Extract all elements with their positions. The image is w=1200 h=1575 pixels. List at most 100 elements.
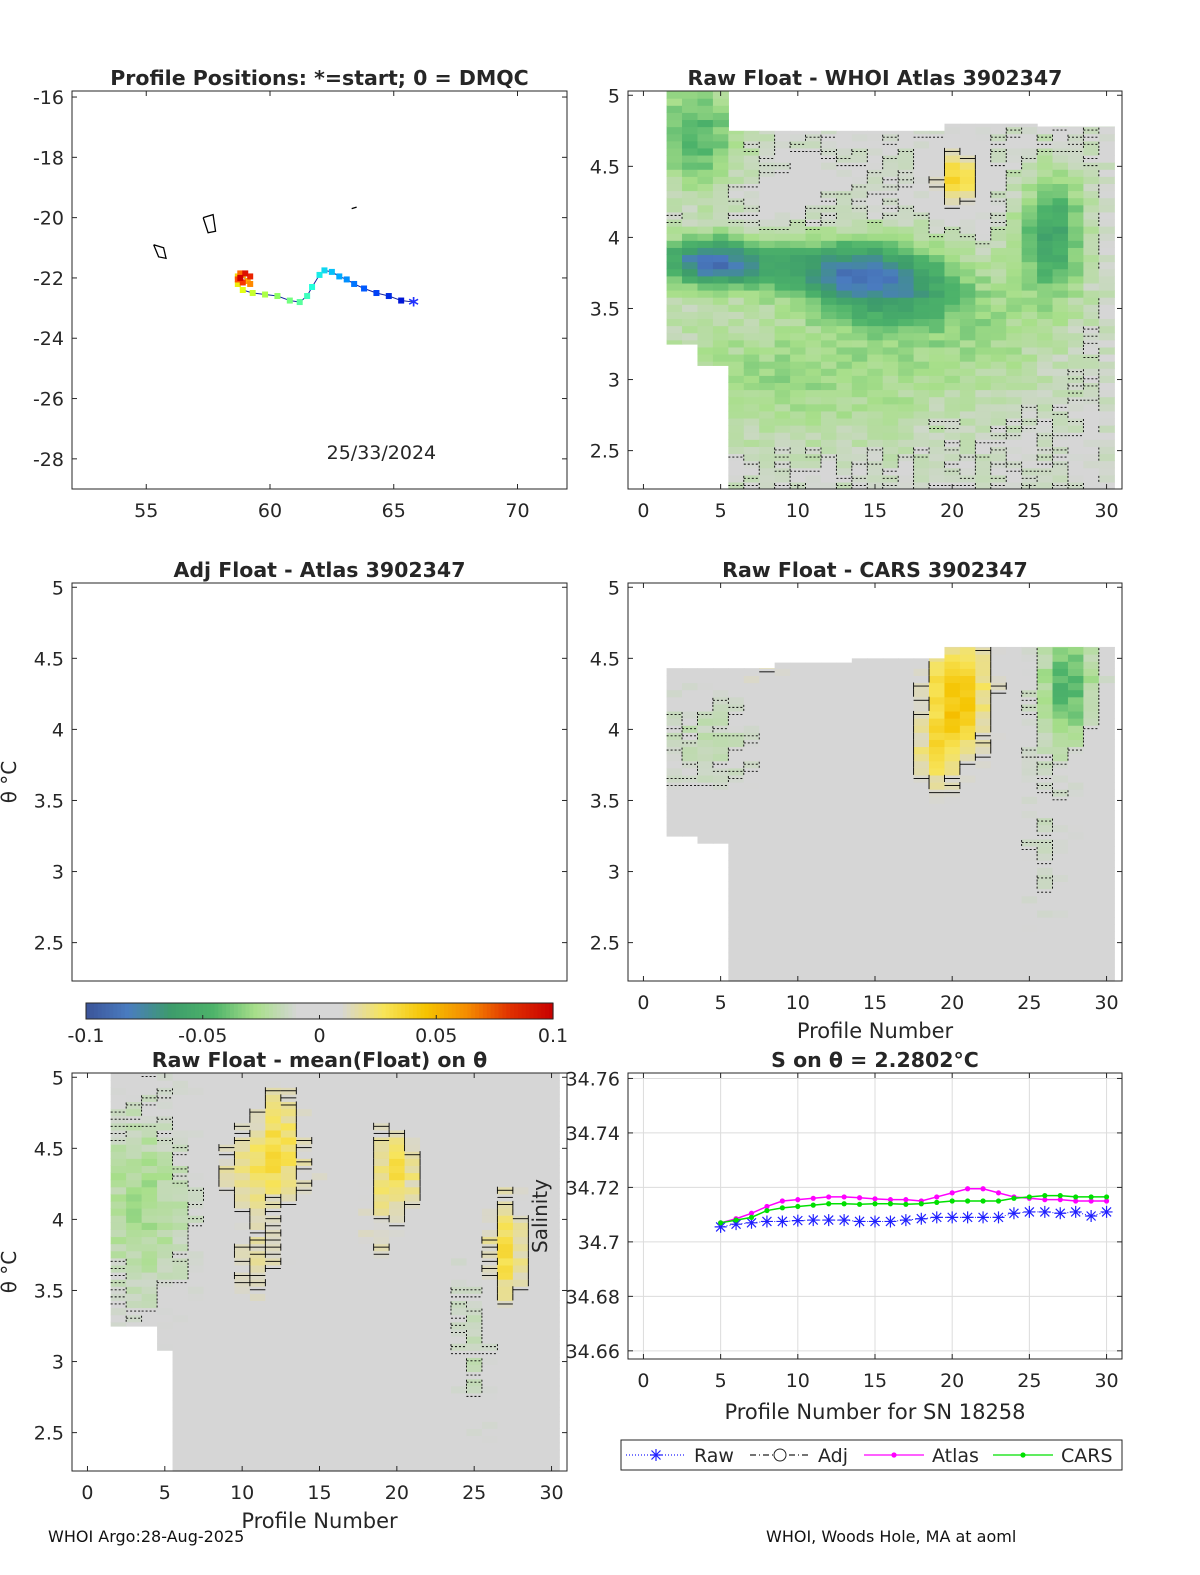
heatmap-cell — [990, 325, 1007, 334]
heatmap-cell — [265, 1279, 282, 1287]
heatmap-cell — [898, 339, 915, 348]
heatmap-cell — [296, 1279, 313, 1287]
heatmap-cell — [1067, 233, 1085, 241]
heatmap-cell — [1006, 661, 1023, 669]
heatmap-cell — [805, 140, 822, 149]
heatmap-cell — [389, 1101, 406, 1110]
heatmap-cell — [1052, 268, 1069, 277]
heatmap-cell — [898, 938, 915, 947]
heatmap-cell — [435, 1193, 452, 1202]
heatmap-cell — [759, 909, 776, 918]
heatmap-cell — [512, 1250, 529, 1259]
heatmap-cell — [1037, 959, 1054, 968]
heatmap-cell — [1098, 368, 1115, 376]
heatmap-cell — [820, 845, 838, 854]
heatmap-cell — [743, 233, 760, 241]
heatmap-cell — [820, 796, 838, 804]
heatmap-cell — [743, 810, 760, 819]
heatmap-cell — [666, 824, 683, 833]
heatmap-cell — [311, 1087, 328, 1095]
heatmap-cell — [435, 1136, 452, 1145]
heatmap-cell — [1021, 197, 1038, 206]
heatmap-cell — [280, 1435, 297, 1444]
heatmap-cell — [743, 710, 760, 719]
heatmap-cell — [218, 1321, 236, 1330]
heatmap-cell — [1083, 909, 1100, 918]
heatmap-cell — [712, 112, 729, 121]
heatmap-cell — [759, 696, 776, 705]
heatmap-cell — [1098, 931, 1115, 939]
heatmap-cell — [944, 247, 961, 256]
heatmap-cell — [898, 311, 915, 320]
heatmap-cell — [774, 389, 791, 398]
heatmap-cell — [743, 346, 760, 355]
heatmap-cell — [481, 1357, 498, 1365]
heatmap-cell — [420, 1364, 437, 1373]
heatmap-cell — [975, 845, 992, 854]
heatmap-cell — [882, 425, 899, 433]
heatmap-cell — [327, 1073, 344, 1081]
heatmap-cell — [944, 917, 961, 925]
heatmap-cell — [759, 275, 776, 284]
heatmap-cell — [466, 1158, 483, 1166]
heatmap-cell — [851, 831, 868, 840]
heatmap-cell — [743, 162, 760, 170]
heatmap-cell — [311, 1272, 328, 1280]
heatmap-cell — [836, 353, 853, 362]
heatmap-cell — [759, 247, 776, 256]
heatmap-cell — [898, 824, 915, 833]
heatmap-cell — [435, 1129, 452, 1138]
heatmap-cell — [944, 233, 961, 241]
heatmap-cell — [512, 1343, 529, 1351]
heatmap-cell — [774, 240, 791, 248]
heatmap-cell — [697, 183, 714, 192]
heatmap-cell — [249, 1449, 266, 1458]
heatmap-cell — [1006, 739, 1023, 748]
heatmap-cell — [743, 753, 760, 762]
heatmap-cell — [913, 297, 930, 305]
heatmap-cell — [1037, 689, 1054, 698]
heatmap-cell — [234, 1364, 251, 1373]
heatmap-cell — [867, 396, 884, 405]
heatmap-cell — [851, 767, 868, 776]
heatmap-cell — [759, 130, 776, 135]
heatmap-cell — [898, 290, 915, 298]
heatmap-cell — [435, 1101, 452, 1110]
heatmap-cell — [820, 268, 838, 277]
heatmap-cell — [404, 1371, 421, 1380]
heatmap-cell — [358, 1236, 375, 1245]
x-tick-label: 5 — [715, 500, 727, 522]
heatmap-cell — [234, 1343, 251, 1351]
heatmap-cell — [342, 1314, 359, 1323]
heatmap-cell — [929, 204, 946, 213]
profile-position-point — [304, 293, 311, 300]
heatmap-cell — [913, 353, 930, 362]
heatmap-cell — [1021, 725, 1038, 733]
heatmap-cell — [851, 226, 868, 234]
heatmap-cell — [774, 261, 791, 270]
heatmap-cell — [882, 810, 899, 819]
heatmap-cell — [774, 789, 791, 797]
profile-position-point — [328, 268, 335, 275]
heatmap-cell — [682, 254, 699, 263]
heatmap-cell — [882, 831, 899, 840]
heatmap-cell — [1037, 126, 1054, 128]
heatmap-cell — [1006, 332, 1023, 341]
heatmap-cell — [882, 233, 899, 241]
heatmap-cell — [805, 895, 822, 904]
heatmap-cell — [805, 917, 822, 925]
heatmap-cell — [497, 1314, 514, 1323]
heatmap-cell — [743, 368, 760, 376]
heatmap-cell — [481, 1364, 498, 1373]
heatmap-cell — [867, 725, 884, 733]
heatmap-cell — [898, 130, 915, 135]
heatmap-cell — [929, 311, 946, 320]
heatmap-cell — [990, 895, 1007, 904]
heatmap-cell — [959, 888, 976, 897]
heatmap-cell — [342, 1407, 359, 1415]
heatmap-cell — [682, 190, 699, 199]
heatmap-cell — [959, 796, 976, 804]
heatmap-cell — [188, 1151, 205, 1159]
heatmap-cell — [1052, 895, 1069, 904]
heatmap-cell — [296, 1222, 313, 1230]
